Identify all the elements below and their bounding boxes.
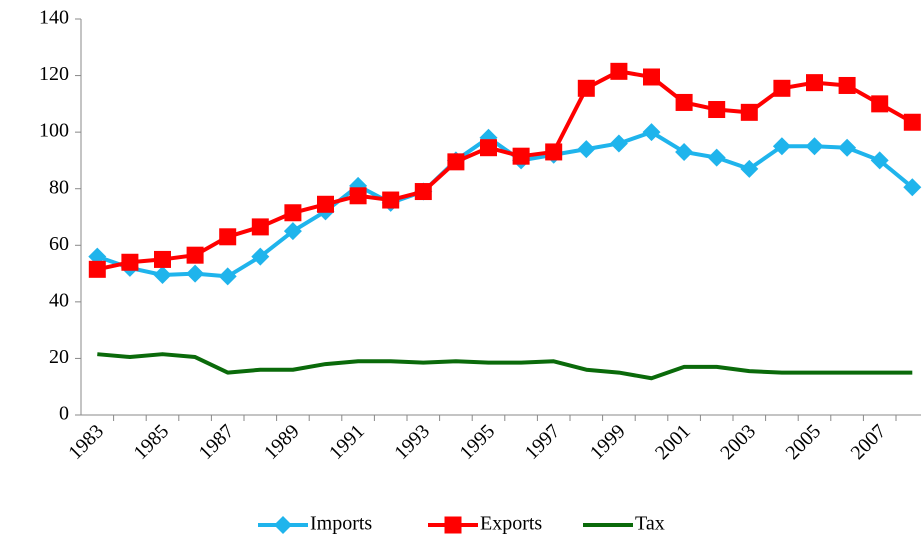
- marker: [382, 191, 400, 209]
- y-tick-label: 120: [39, 63, 69, 85]
- marker: [806, 74, 823, 92]
- marker: [219, 228, 237, 246]
- marker: [838, 138, 857, 157]
- marker: [88, 260, 106, 278]
- marker: [186, 246, 204, 264]
- y-tick-label: 140: [39, 7, 69, 29]
- legend-label: Tax: [635, 513, 665, 535]
- y-tick-label: 100: [39, 120, 69, 142]
- marker: [186, 264, 205, 283]
- legend-label: Exports: [480, 513, 542, 535]
- y-tick-label: 80: [49, 176, 69, 198]
- marker: [251, 247, 270, 266]
- x-tick-label: 1995: [455, 420, 499, 464]
- x-tick-label: 1983: [64, 420, 108, 464]
- marker: [903, 113, 921, 131]
- marker: [773, 79, 791, 97]
- x-tick-label: 2007: [847, 420, 891, 464]
- marker: [218, 267, 237, 286]
- y-tick-label: 20: [49, 346, 69, 368]
- marker: [740, 159, 759, 178]
- y-tick-label: 40: [49, 289, 69, 311]
- marker: [154, 250, 171, 268]
- legend-label: Imports: [310, 513, 372, 535]
- marker: [283, 222, 302, 241]
- x-tick-label: 1991: [325, 420, 369, 464]
- marker: [153, 265, 172, 284]
- x-tick-label: 1989: [260, 420, 304, 464]
- marker: [251, 218, 269, 236]
- legend-marker: [444, 516, 462, 534]
- marker: [838, 76, 856, 94]
- legend-marker: [274, 516, 292, 534]
- marker: [610, 62, 628, 80]
- x-tick-label: 2005: [781, 420, 825, 464]
- marker: [545, 143, 563, 161]
- marker: [317, 195, 334, 213]
- marker: [707, 148, 726, 167]
- x-tick-label: 1997: [521, 420, 565, 464]
- marker: [643, 68, 660, 86]
- marker: [121, 253, 139, 271]
- marker: [642, 123, 661, 142]
- marker: [675, 93, 693, 111]
- line: [97, 352, 913, 381]
- x-tick-label: 1987: [195, 420, 239, 464]
- x-tick-label: 1999: [586, 420, 630, 464]
- marker: [480, 139, 497, 157]
- x-tick-label: 1985: [129, 420, 173, 464]
- marker: [870, 151, 889, 170]
- marker: [708, 101, 726, 119]
- marker: [871, 95, 889, 113]
- y-tick-label: 60: [49, 233, 69, 255]
- marker: [609, 134, 628, 153]
- marker: [740, 103, 758, 121]
- marker: [447, 153, 465, 171]
- x-tick-label: 2003: [716, 420, 760, 464]
- marker: [675, 142, 694, 161]
- marker: [577, 140, 596, 159]
- marker: [577, 79, 595, 97]
- marker: [903, 178, 922, 197]
- marker: [772, 137, 791, 156]
- x-tick-label: 2001: [651, 420, 695, 464]
- marker: [284, 204, 302, 222]
- y-tick-label: 0: [59, 403, 69, 425]
- marker: [414, 183, 432, 201]
- x-tick-label: 1993: [390, 420, 434, 464]
- marker: [349, 187, 367, 205]
- marker: [512, 147, 530, 165]
- marker: [805, 137, 824, 156]
